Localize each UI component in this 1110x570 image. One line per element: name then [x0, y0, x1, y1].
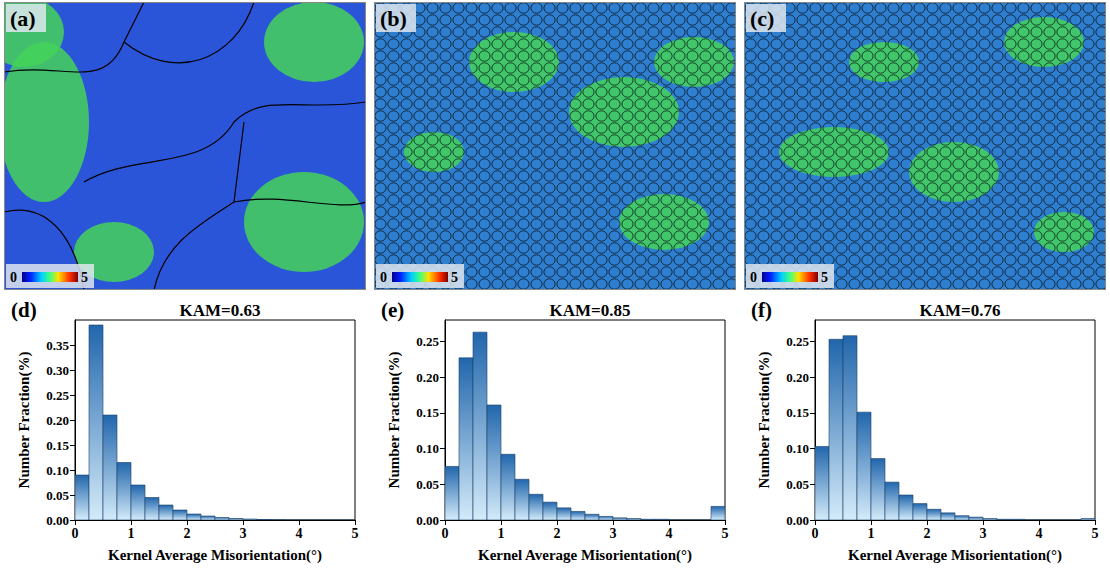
svg-text:0.15: 0.15 — [416, 405, 439, 420]
svg-text:Kernel Average Misorientation(: Kernel Average Misorientation(°) — [848, 547, 1062, 564]
svg-text:0.30: 0.30 — [46, 363, 69, 378]
svg-text:KAM=0.85: KAM=0.85 — [550, 301, 631, 320]
svg-text:0.10: 0.10 — [786, 441, 809, 456]
svg-text:0.20: 0.20 — [416, 370, 439, 385]
svg-text:0.25: 0.25 — [786, 334, 809, 349]
svg-text:0: 0 — [812, 526, 819, 541]
svg-text:4: 4 — [1036, 526, 1043, 541]
svg-text:1: 1 — [868, 526, 875, 541]
svg-text:0.10: 0.10 — [46, 463, 69, 478]
svg-text:1: 1 — [498, 526, 505, 541]
svg-text:0.10: 0.10 — [416, 441, 439, 456]
svg-text:5: 5 — [81, 270, 88, 285]
svg-text:2: 2 — [924, 526, 931, 541]
svg-text:5: 5 — [722, 526, 729, 541]
svg-text:5: 5 — [451, 270, 458, 285]
svg-text:KAM=0.76: KAM=0.76 — [920, 301, 1001, 320]
svg-text:3: 3 — [240, 526, 247, 541]
svg-text:2: 2 — [554, 526, 561, 541]
svg-text:3: 3 — [610, 526, 617, 541]
svg-text:0: 0 — [10, 270, 17, 285]
svg-text:(a): (a) — [10, 6, 36, 31]
svg-text:(e): (e) — [381, 298, 404, 322]
svg-text:Kernel Average Misorientation(: Kernel Average Misorientation(°) — [108, 547, 322, 564]
svg-text:0.25: 0.25 — [46, 388, 69, 403]
svg-text:(f): (f) — [751, 298, 772, 322]
svg-text:Number Fraction(%): Number Fraction(%) — [386, 352, 403, 489]
svg-text:5: 5 — [821, 270, 828, 285]
svg-text:0.35: 0.35 — [46, 338, 69, 353]
svg-text:0.00: 0.00 — [416, 513, 439, 528]
svg-text:4: 4 — [296, 526, 303, 541]
svg-text:5: 5 — [352, 526, 359, 541]
svg-text:1: 1 — [128, 526, 135, 541]
svg-text:0: 0 — [750, 270, 757, 285]
svg-text:KAM=0.63: KAM=0.63 — [180, 301, 261, 320]
svg-text:3: 3 — [980, 526, 987, 541]
svg-text:5: 5 — [1092, 526, 1099, 541]
svg-text:(d): (d) — [11, 298, 37, 322]
svg-text:(c): (c) — [750, 6, 774, 31]
svg-text:0.15: 0.15 — [786, 405, 809, 420]
svg-text:0.05: 0.05 — [416, 477, 439, 492]
svg-text:2: 2 — [184, 526, 191, 541]
svg-text:0.00: 0.00 — [46, 513, 69, 528]
svg-text:4: 4 — [666, 526, 673, 541]
svg-text:0.20: 0.20 — [786, 370, 809, 385]
svg-text:(b): (b) — [380, 6, 407, 31]
svg-text:0.15: 0.15 — [46, 438, 69, 453]
svg-text:0.25: 0.25 — [416, 334, 439, 349]
svg-text:0.20: 0.20 — [46, 413, 69, 428]
svg-text:0.05: 0.05 — [46, 488, 69, 503]
svg-text:Kernel Average Misorientation(: Kernel Average Misorientation(°) — [478, 547, 692, 564]
svg-text:Number Fraction(%): Number Fraction(%) — [756, 352, 773, 489]
svg-text:0.05: 0.05 — [786, 477, 809, 492]
svg-text:0: 0 — [442, 526, 449, 541]
svg-text:0: 0 — [380, 270, 387, 285]
svg-text:Number Fraction(%): Number Fraction(%) — [16, 352, 33, 489]
svg-text:0.00: 0.00 — [786, 513, 809, 528]
svg-text:0: 0 — [72, 526, 79, 541]
